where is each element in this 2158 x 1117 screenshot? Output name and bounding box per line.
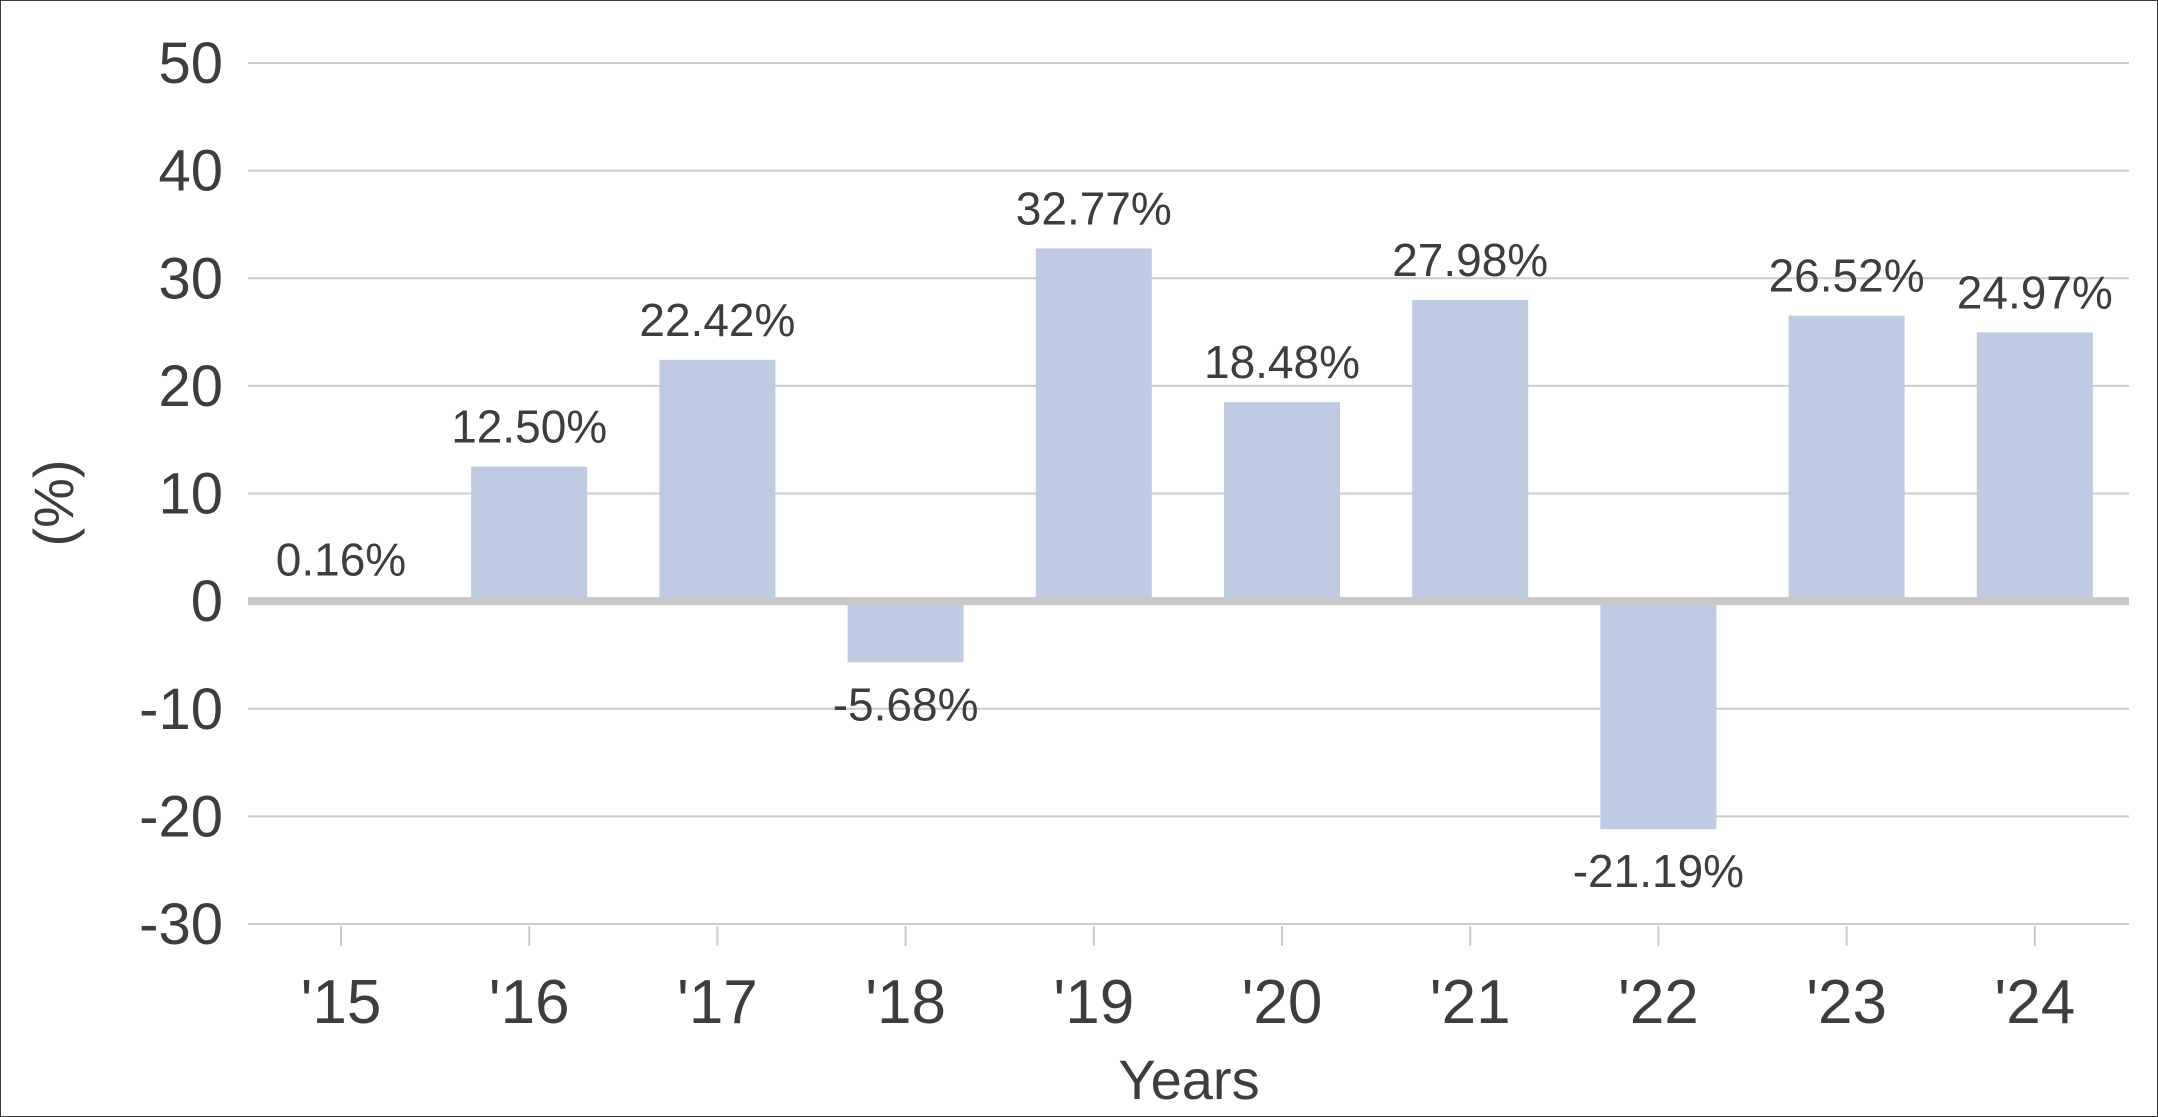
data-label: 32.77% bbox=[1016, 182, 1172, 234]
x-tick-label: '22 bbox=[1618, 968, 1699, 1037]
x-tick-label: '21 bbox=[1430, 968, 1511, 1037]
data-label: 22.42% bbox=[639, 294, 795, 346]
data-label: 12.50% bbox=[451, 401, 607, 453]
bar bbox=[471, 466, 588, 602]
bar bbox=[1788, 315, 1905, 602]
y-tick-label: 0 bbox=[191, 569, 223, 634]
x-tick-label: '23 bbox=[1806, 968, 1887, 1037]
y-tick-label: 30 bbox=[158, 246, 223, 311]
bar bbox=[1035, 248, 1152, 602]
data-label: 27.98% bbox=[1392, 234, 1548, 286]
data-label: 24.97% bbox=[1957, 266, 2113, 318]
data-label: -5.68% bbox=[833, 678, 979, 730]
x-tick-labels: '15 '16 '17 '18 '19 '20 '21 '22 '23 '24 bbox=[301, 926, 2075, 1037]
y-tick-label: -30 bbox=[139, 892, 223, 957]
y-tick-label: 50 bbox=[158, 31, 223, 96]
x-tick-label: '20 bbox=[1242, 968, 1323, 1037]
y-tick-label: -20 bbox=[139, 784, 223, 849]
bars bbox=[283, 248, 2093, 830]
y-tick-label: -10 bbox=[139, 677, 223, 742]
x-tick-label: '17 bbox=[677, 968, 758, 1037]
bar bbox=[1976, 332, 2093, 602]
x-tick-label: '15 bbox=[301, 968, 382, 1037]
zero-line-group bbox=[248, 597, 2129, 925]
bar bbox=[1412, 299, 1529, 602]
y-tick-label: 40 bbox=[158, 139, 223, 204]
data-labels: 0.16% 12.50% 22.42% -5.68% 32.77% 18.48% 27.98… bbox=[276, 182, 2113, 897]
data-label: 18.48% bbox=[1204, 336, 1360, 388]
y-tick-label: 10 bbox=[158, 462, 223, 527]
x-tick-label: '19 bbox=[1053, 968, 1134, 1037]
bar bbox=[1224, 402, 1340, 602]
bar bbox=[659, 359, 776, 602]
y-tick-labels: 50 40 30 20 10 0 -10 -20 -30 bbox=[139, 31, 223, 957]
bar bbox=[847, 601, 964, 663]
y-axis-title: (%) bbox=[22, 459, 85, 546]
x-axis-title: Years bbox=[1118, 1048, 1259, 1111]
data-label: -21.19% bbox=[1573, 845, 1744, 897]
data-label: 0.16% bbox=[276, 533, 406, 585]
x-tick-label: '18 bbox=[865, 968, 946, 1037]
x-tick-label: '16 bbox=[489, 968, 570, 1037]
data-label: 26.52% bbox=[1769, 250, 1925, 302]
bar bbox=[1600, 601, 1717, 830]
x-tick-label: '24 bbox=[1994, 968, 2075, 1037]
y-tick-label: 20 bbox=[158, 354, 223, 419]
